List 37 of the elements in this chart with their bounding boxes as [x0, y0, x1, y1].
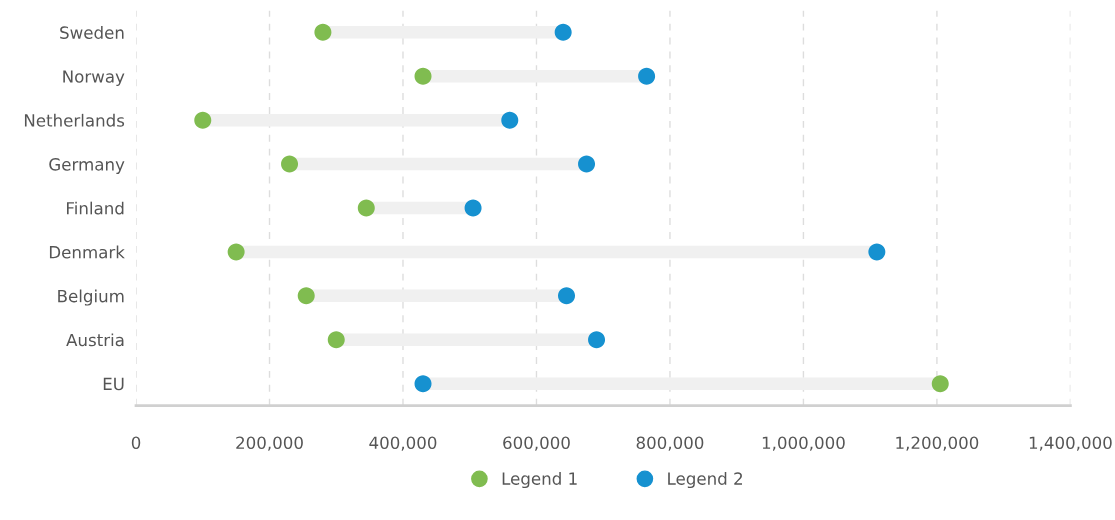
legend-label: Legend 1: [502, 471, 577, 489]
y-tick-label: Sweden: [60, 26, 124, 39]
point: [314, 23, 332, 41]
point: [297, 287, 315, 305]
x-tick-label: 1,000,000: [762, 436, 845, 451]
x-tick-label: 800,000: [636, 436, 704, 451]
point: [501, 111, 519, 129]
y-tick-label: Finland: [67, 201, 124, 215]
x-tick-label: 200,000: [236, 436, 303, 451]
y-tick-label: Netherlands: [24, 113, 125, 127]
point: [281, 155, 299, 173]
y-tick-label: Germany: [49, 158, 125, 174]
x-tick-label: 600,000: [503, 436, 570, 451]
point: [414, 375, 432, 393]
point: [464, 199, 482, 217]
point: [578, 155, 596, 173]
point: [931, 375, 949, 393]
point: [194, 111, 212, 129]
x-tick-label: 1,200,000: [896, 436, 979, 451]
point: [227, 243, 245, 261]
point: [558, 287, 576, 305]
x-tick-label: 1,400,000: [1029, 436, 1112, 451]
x-tick-label: 400,000: [369, 436, 437, 451]
point: [638, 67, 656, 85]
point: [588, 331, 606, 349]
x-tick-label: 0: [131, 436, 141, 450]
point: [868, 243, 886, 261]
y-tick-label: Denmark: [49, 245, 125, 259]
point: [327, 331, 345, 349]
y-tick-label: Norway: [63, 70, 125, 87]
y-tick-label: Belgium: [58, 289, 124, 306]
point: [357, 199, 375, 217]
point: [554, 23, 572, 41]
legend-label: Legend 2: [668, 471, 742, 489]
point: [414, 67, 432, 85]
y-tick-label: Austria: [66, 333, 124, 347]
y-tick-label: EU: [103, 377, 124, 391]
